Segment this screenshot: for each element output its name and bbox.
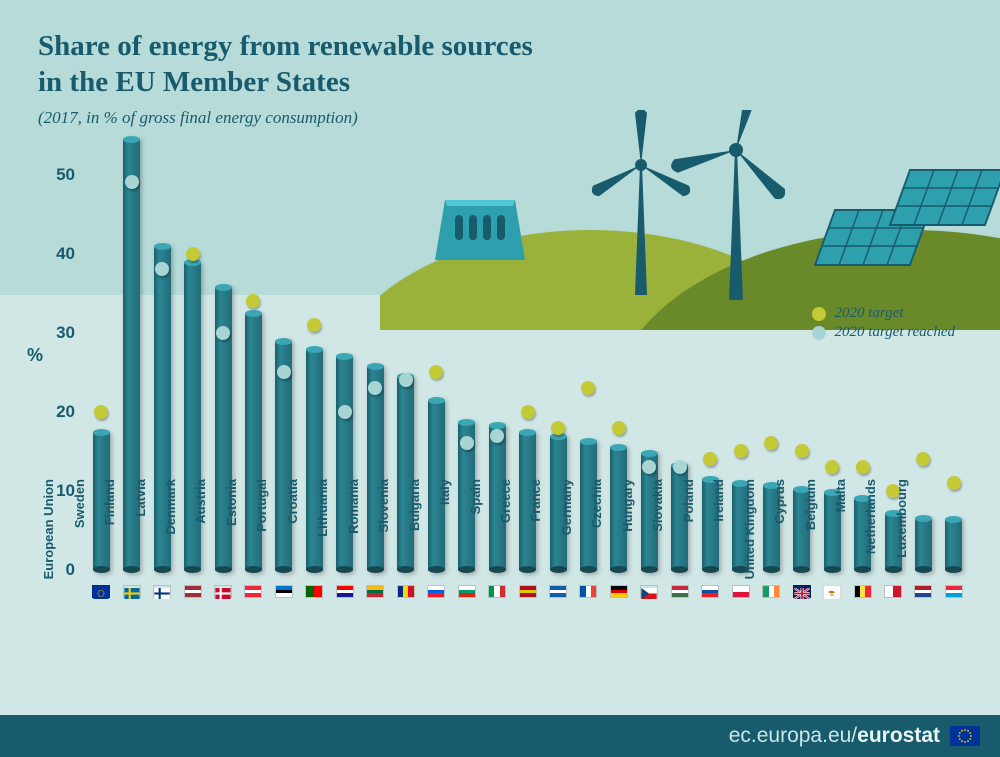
x-axis-label: Estonia — [224, 475, 239, 595]
y-axis-label: % — [27, 345, 43, 366]
bar — [915, 518, 932, 570]
footer-url: ec.europa.eu/eurostat — [729, 724, 940, 748]
x-axis-label: Malta — [833, 475, 848, 595]
x-axis-label: Greece — [498, 475, 513, 595]
target-dot — [734, 444, 748, 458]
target-dot — [186, 247, 200, 261]
footer: ec.europa.eu/eurostat — [0, 715, 1000, 757]
target-dot — [856, 460, 870, 474]
target-dot — [277, 365, 291, 379]
x-axis-label: Slovakia — [650, 475, 665, 595]
chart-title: Share of energy from renewable sources i… — [38, 28, 533, 101]
footer-url-brand: eurostat — [857, 724, 940, 747]
target-dot — [429, 365, 443, 379]
target-dot — [338, 405, 352, 419]
x-axis-label: Hungary — [620, 475, 635, 595]
target-dot — [764, 436, 778, 450]
target-dot — [795, 444, 809, 458]
eu-flag-icon — [950, 726, 980, 746]
x-axis-label: Belgium — [803, 475, 818, 595]
target-dot — [460, 436, 474, 450]
y-tick: 20 — [35, 402, 75, 422]
x-axis-label: Slovenia — [376, 475, 391, 595]
bar-slot: Netherlands — [908, 135, 938, 570]
x-axis-label: Germany — [559, 475, 574, 595]
x-axis-label: United Kingdom — [742, 475, 757, 595]
bars-container: European UnionSwedenFinlandLatviaDenmark… — [80, 135, 975, 570]
target-dot — [155, 262, 169, 276]
footer-url-domain: ec.europa.eu/ — [729, 724, 857, 747]
y-tick: 50 — [35, 165, 75, 185]
bar-slot: Luxembourg — [939, 135, 969, 570]
flag-icon — [945, 585, 963, 598]
target-dot — [673, 460, 687, 474]
target-dot — [246, 294, 260, 308]
x-axis-label: Poland — [681, 475, 696, 595]
target-dot — [216, 326, 230, 340]
x-axis-label: Croatia — [285, 475, 300, 595]
target-dot — [490, 429, 504, 443]
chart-area: % 01020304050 European UnionSwedenFinlan… — [35, 135, 975, 715]
infographic-container: Share of energy from renewable sources i… — [0, 0, 1000, 757]
x-axis-label: Austria — [193, 475, 208, 595]
target-dot — [307, 318, 321, 332]
x-axis-label: Latvia — [133, 475, 148, 595]
x-axis-label: Luxembourg — [894, 475, 909, 595]
target-dot — [399, 373, 413, 387]
target-dot — [94, 405, 108, 419]
x-axis-label: Lithuania — [315, 475, 330, 595]
x-axis-label: Czechia — [589, 475, 604, 595]
target-dot — [581, 381, 595, 395]
x-axis-label: Netherlands — [863, 475, 878, 595]
target-dot — [642, 460, 656, 474]
x-axis-label: Denmark — [163, 475, 178, 595]
y-tick: 40 — [35, 244, 75, 264]
x-axis-label: Finland — [102, 475, 117, 595]
x-axis-label: Spain — [468, 475, 483, 595]
x-axis-label: Cyprus — [772, 475, 787, 595]
title-line-2: in the EU Member States — [38, 64, 533, 100]
target-dot — [916, 452, 930, 466]
flag-icon — [914, 585, 932, 598]
target-dot — [551, 421, 565, 435]
x-axis-label: European Union — [41, 475, 56, 595]
plot-area: European UnionSwedenFinlandLatviaDenmark… — [80, 135, 975, 570]
x-axis-label: Ireland — [711, 475, 726, 595]
target-dot — [521, 405, 535, 419]
bar — [945, 519, 962, 570]
x-axis-label: Italy — [437, 475, 452, 595]
x-axis-label: Romania — [346, 475, 361, 595]
target-dot — [825, 460, 839, 474]
target-dot — [947, 476, 961, 490]
x-axis-label: Sweden — [72, 475, 87, 595]
x-axis-label: Bulgaria — [407, 475, 422, 595]
chart-subtitle: (2017, in % of gross final energy consum… — [38, 108, 358, 128]
y-tick: 30 — [35, 323, 75, 343]
target-dot — [612, 421, 626, 435]
target-dot — [703, 452, 717, 466]
x-axis-label: France — [528, 475, 543, 595]
target-dot — [368, 381, 382, 395]
title-line-1: Share of energy from renewable sources — [38, 28, 533, 64]
target-dot — [125, 175, 139, 189]
x-axis-label: Portugal — [254, 475, 269, 595]
